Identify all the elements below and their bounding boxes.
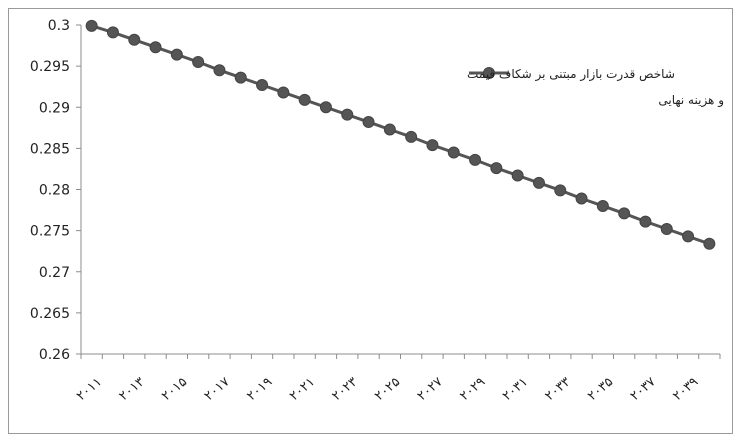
data-point xyxy=(128,33,141,46)
y-tick-label: 0.285 xyxy=(30,141,70,157)
data-point xyxy=(532,176,545,189)
data-point xyxy=(234,71,247,84)
data-point xyxy=(511,169,524,182)
data-point xyxy=(170,48,183,61)
data-point xyxy=(596,199,609,212)
data-point xyxy=(256,79,269,92)
legend: شاخص قدرت بازار مبتنی بر شکاف قیمت و هزین… xyxy=(467,67,724,108)
data-point xyxy=(447,146,460,159)
data-point xyxy=(469,153,482,166)
data-point xyxy=(362,116,375,129)
data-point xyxy=(554,184,567,197)
data-point xyxy=(192,56,205,69)
y-tick-label: 0.26 xyxy=(39,347,70,363)
data-point xyxy=(383,123,396,136)
data-point xyxy=(106,26,119,39)
data-point xyxy=(319,101,332,114)
y-tick-label: 0.29 xyxy=(39,100,70,116)
y-axis-ticks: 0.26 0.265 0.27 0.275 0.28 0.285 0.29 0.295 0.3 xyxy=(30,18,81,363)
data-point xyxy=(213,64,226,77)
legend-label-line-2: و هزینه نهایی xyxy=(658,93,724,108)
chart-border xyxy=(8,8,733,434)
data-point xyxy=(277,86,290,99)
data-point xyxy=(660,222,673,235)
data-point xyxy=(682,230,695,243)
data-point xyxy=(298,93,311,106)
data-point xyxy=(149,41,162,54)
data-point xyxy=(85,19,98,32)
y-tick-label: 0.295 xyxy=(30,59,70,75)
y-tick-label: 0.265 xyxy=(30,306,70,322)
legend-marker-swatch xyxy=(483,67,495,79)
y-tick-label: 0.28 xyxy=(39,183,70,199)
data-point xyxy=(490,162,503,175)
data-point xyxy=(426,139,439,152)
data-point xyxy=(618,207,631,220)
data-point xyxy=(703,237,716,250)
data-point xyxy=(405,130,418,143)
y-tick-label: 0.275 xyxy=(30,224,70,240)
legend-label-line-1: شاخص قدرت بازار مبتنی بر شکاف قیمت xyxy=(467,67,675,82)
data-point xyxy=(639,215,652,228)
y-tick-label: 0.27 xyxy=(39,265,70,281)
series-group xyxy=(85,19,716,250)
data-point xyxy=(341,108,354,121)
y-tick-label: 0.3 xyxy=(48,18,70,34)
data-point xyxy=(575,192,588,205)
